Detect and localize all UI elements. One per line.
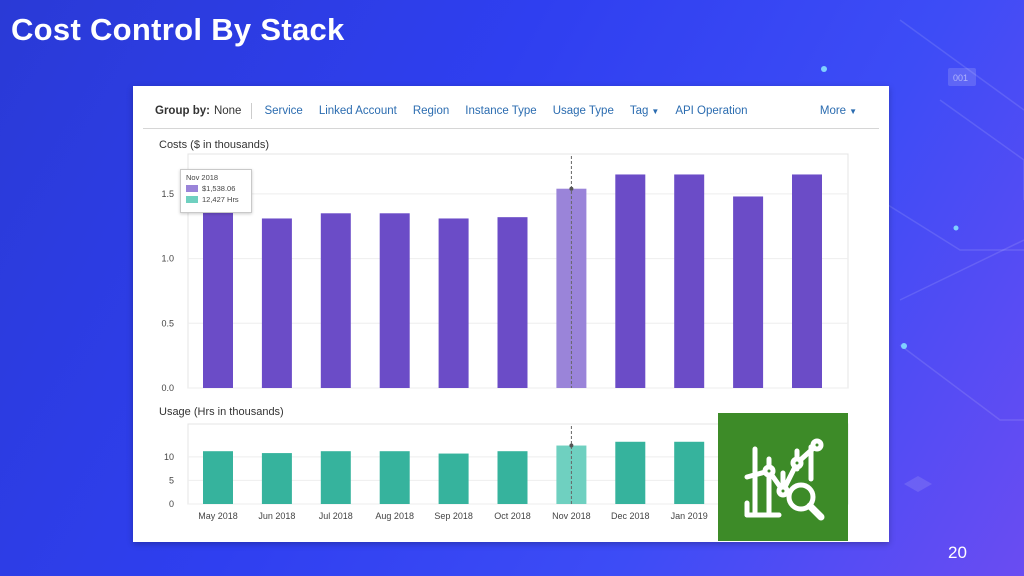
cost-bar <box>733 196 764 388</box>
x-tick-label: Jan 2019 <box>671 511 708 521</box>
cost-explorer-badge <box>718 413 848 541</box>
usage-legend-swatch <box>186 196 198 203</box>
hover-tooltip: Nov 2018 $1,538.06 12,427 Hrs <box>180 169 252 213</box>
tag-option-label: Tag <box>629 105 649 117</box>
usage-bar <box>261 453 292 504</box>
usage-bar <box>674 441 705 504</box>
cost-bar <box>674 174 705 388</box>
y-tick-label: 1.5 <box>161 189 174 199</box>
tooltip-usage: 12,427 Hrs <box>202 195 239 204</box>
tooltip-month: Nov 2018 <box>186 173 219 182</box>
tooltip-cost: $1,538.06 <box>202 184 236 193</box>
cost-bar <box>792 174 822 388</box>
hover-indicator-dot <box>569 186 574 191</box>
chevron-down-icon: ▼ <box>651 107 660 116</box>
x-tick-label: Dec 2018 <box>611 511 650 521</box>
cost-legend-swatch <box>186 185 198 192</box>
y-tick-label: 10 <box>164 452 174 462</box>
group-option-instance-type[interactable]: Instance Type <box>465 105 537 117</box>
usage-bar <box>556 445 587 504</box>
usage-bar <box>379 451 410 504</box>
y-tick-label: 1.0 <box>161 254 174 264</box>
group-by-toolbar: Group by: None Service Linked Account Re… <box>143 94 879 129</box>
group-option-service[interactable]: Service <box>264 105 303 117</box>
x-tick-label: Aug 2018 <box>375 511 414 521</box>
usage-bar <box>320 451 351 504</box>
usage-bar <box>438 453 469 504</box>
cost-explorer-panel: Group by: None Service Linked Account Re… <box>133 86 889 542</box>
group-by-value[interactable]: None <box>213 105 242 117</box>
cost-bar <box>438 218 469 388</box>
group-option-usage-type[interactable]: Usage Type <box>552 105 614 117</box>
cost-bar <box>320 213 351 388</box>
y-tick-label: 0.0 <box>161 383 174 393</box>
hover-indicator-dot <box>569 443 574 448</box>
usage-bar <box>615 441 646 504</box>
cost-bar <box>261 218 292 388</box>
costs-chart-title: Costs ($ in thousands) <box>159 139 270 151</box>
x-tick-label: Oct 2018 <box>494 511 531 521</box>
slide-title: Cost Control By Stack <box>11 12 345 47</box>
page-number: 20 <box>948 543 967 562</box>
x-tick-label: Sep 2018 <box>434 511 473 521</box>
usage-chart-title: Usage (Hrs in thousands) <box>159 406 284 418</box>
group-option-linked-account[interactable]: Linked Account <box>318 105 397 117</box>
cost-explorer-chart-magnifier-icon <box>744 438 825 521</box>
y-tick-label: 0.5 <box>161 318 174 328</box>
more-menu-button[interactable]: More ▼ <box>820 105 857 117</box>
cost-bar <box>379 213 410 388</box>
x-tick-label: Nov 2018 <box>552 511 591 521</box>
cost-bar <box>203 200 233 388</box>
group-option-tag[interactable]: Tag ▼ <box>630 105 659 117</box>
group-by-label: Group by: <box>155 105 210 117</box>
x-tick-label: Jul 2018 <box>319 511 353 521</box>
usage-bar <box>497 451 528 504</box>
toolbar-divider <box>251 103 253 119</box>
cost-bar <box>497 217 528 388</box>
more-label: More <box>819 105 847 117</box>
chevron-down-icon: ▼ <box>849 107 857 116</box>
x-tick-label: Jun 2018 <box>258 511 295 521</box>
deco-label: 001 <box>953 73 968 83</box>
group-option-region[interactable]: Region <box>412 105 450 117</box>
cost-bar <box>615 174 646 388</box>
y-tick-label: 0 <box>169 499 174 509</box>
group-option-api-operation[interactable]: API Operation <box>675 105 748 117</box>
usage-bar <box>203 451 233 504</box>
cost-usage-charts: 0.0 0.5 1.0 1.5 0 5 10 May 2018 Jun 2018 Jul 2018… <box>161 153 849 521</box>
y-tick-label: 5 <box>169 475 174 485</box>
x-tick-label: May 2018 <box>198 511 238 521</box>
